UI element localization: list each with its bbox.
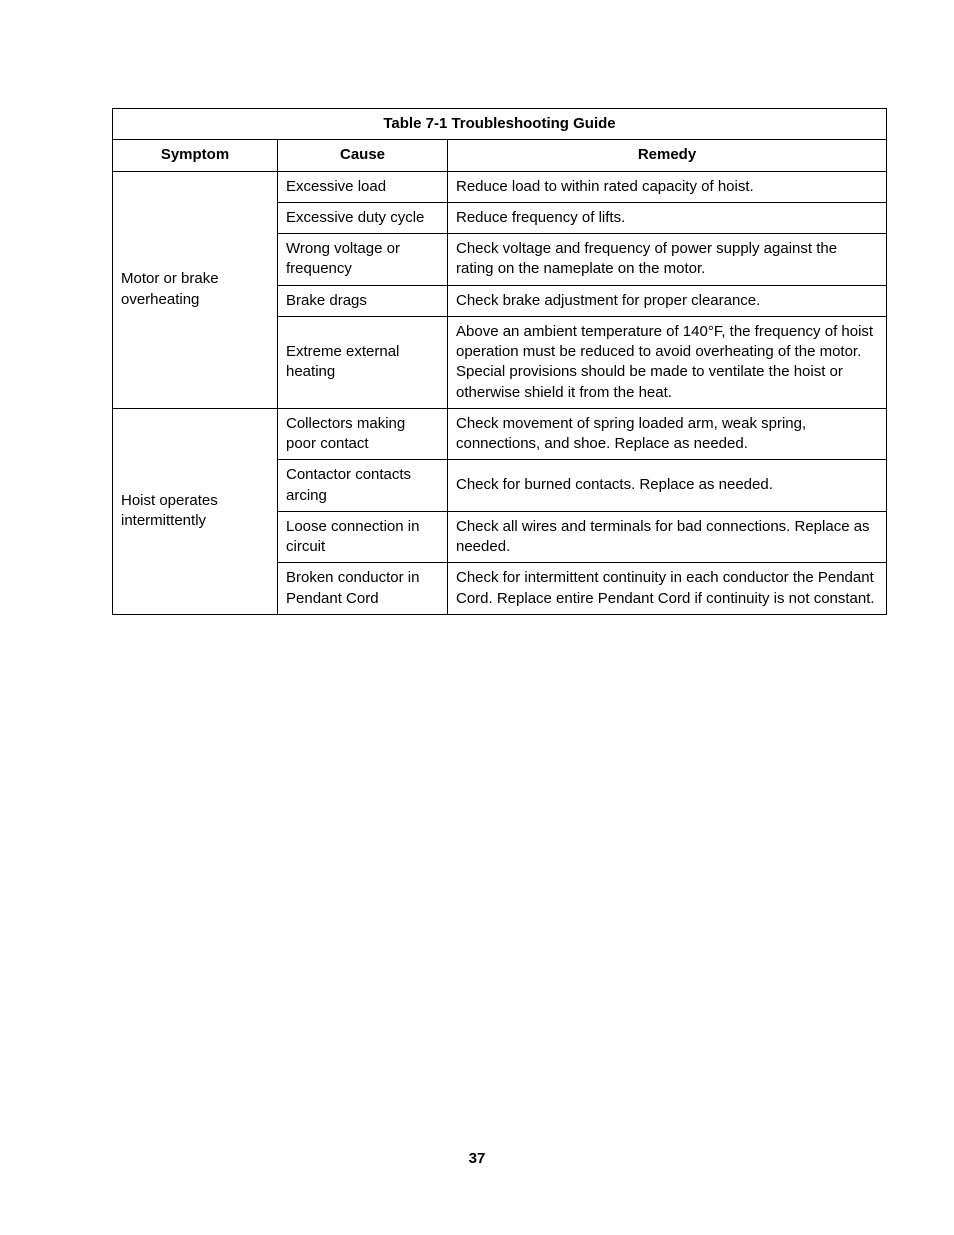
cause-cell: Collectors making poor contact bbox=[278, 408, 448, 460]
header-remedy: Remedy bbox=[448, 140, 887, 171]
cause-cell: Loose connection in circuit bbox=[278, 511, 448, 563]
symptom-cell: Motor or brake overheating bbox=[113, 171, 278, 408]
header-symptom: Symptom bbox=[113, 140, 278, 171]
table-row: Hoist operates intermittently Collectors… bbox=[113, 408, 887, 460]
cause-cell: Excessive duty cycle bbox=[278, 202, 448, 233]
page-number: 37 bbox=[0, 1150, 954, 1167]
table-title: Table 7-1 Troubleshooting Guide bbox=[113, 109, 887, 140]
cause-cell: Broken conductor in Pendant Cord bbox=[278, 563, 448, 615]
troubleshooting-table: Table 7-1 Troubleshooting Guide Symptom … bbox=[112, 108, 887, 615]
remedy-cell: Check voltage and frequency of power sup… bbox=[448, 234, 887, 286]
remedy-cell: Check for burned contacts. Replace as ne… bbox=[448, 460, 887, 512]
symptom-cell: Hoist operates intermittently bbox=[113, 408, 278, 614]
remedy-cell: Reduce frequency of lifts. bbox=[448, 202, 887, 233]
remedy-cell: Above an ambient temperature of 140°F, t… bbox=[448, 316, 887, 408]
document-page: Table 7-1 Troubleshooting Guide Symptom … bbox=[0, 0, 954, 615]
cause-cell: Excessive load bbox=[278, 171, 448, 202]
remedy-cell: Reduce load to within rated capacity of … bbox=[448, 171, 887, 202]
remedy-cell: Check movement of spring loaded arm, wea… bbox=[448, 408, 887, 460]
table-row: Motor or brake overheating Excessive loa… bbox=[113, 171, 887, 202]
cause-cell: Extreme external heating bbox=[278, 316, 448, 408]
remedy-cell: Check for intermittent continuity in eac… bbox=[448, 563, 887, 615]
table-title-row: Table 7-1 Troubleshooting Guide bbox=[113, 109, 887, 140]
header-cause: Cause bbox=[278, 140, 448, 171]
cause-cell: Wrong voltage or frequency bbox=[278, 234, 448, 286]
remedy-cell: Check brake adjustment for proper cleara… bbox=[448, 285, 887, 316]
cause-cell: Brake drags bbox=[278, 285, 448, 316]
remedy-cell: Check all wires and terminals for bad co… bbox=[448, 511, 887, 563]
cause-cell: Contactor contacts arcing bbox=[278, 460, 448, 512]
table-header-row: Symptom Cause Remedy bbox=[113, 140, 887, 171]
